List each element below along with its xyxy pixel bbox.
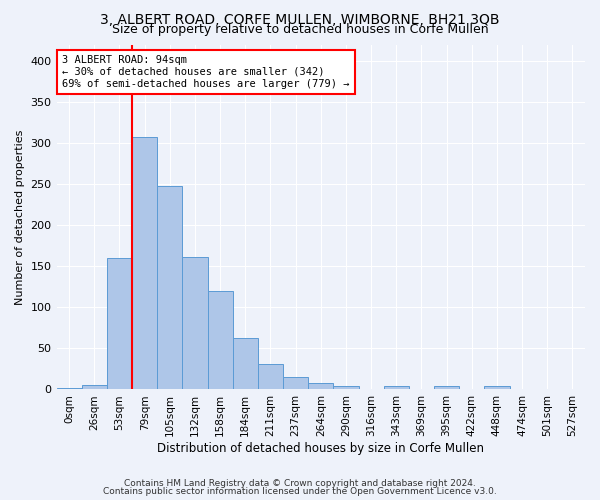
Bar — [484, 386, 509, 390]
Bar — [233, 338, 258, 390]
Text: Size of property relative to detached houses in Corfe Mullen: Size of property relative to detached ho… — [112, 22, 488, 36]
Bar — [434, 386, 459, 390]
Bar — [334, 386, 359, 390]
Text: 3 ALBERT ROAD: 94sqm
← 30% of detached houses are smaller (342)
69% of semi-deta: 3 ALBERT ROAD: 94sqm ← 30% of detached h… — [62, 56, 349, 88]
Bar — [132, 137, 157, 390]
Bar — [308, 383, 334, 390]
Text: Contains public sector information licensed under the Open Government Licence v3: Contains public sector information licen… — [103, 487, 497, 496]
Bar — [283, 377, 308, 390]
Bar — [182, 256, 208, 390]
Bar — [82, 386, 107, 390]
Y-axis label: Number of detached properties: Number of detached properties — [15, 130, 25, 305]
Bar — [383, 386, 409, 390]
Bar — [56, 388, 82, 390]
Bar — [107, 258, 132, 390]
Bar — [157, 186, 182, 390]
Text: 3, ALBERT ROAD, CORFE MULLEN, WIMBORNE, BH21 3QB: 3, ALBERT ROAD, CORFE MULLEN, WIMBORNE, … — [100, 12, 500, 26]
Bar — [208, 291, 233, 390]
X-axis label: Distribution of detached houses by size in Corfe Mullen: Distribution of detached houses by size … — [157, 442, 484, 455]
Bar — [258, 364, 283, 390]
Text: Contains HM Land Registry data © Crown copyright and database right 2024.: Contains HM Land Registry data © Crown c… — [124, 478, 476, 488]
